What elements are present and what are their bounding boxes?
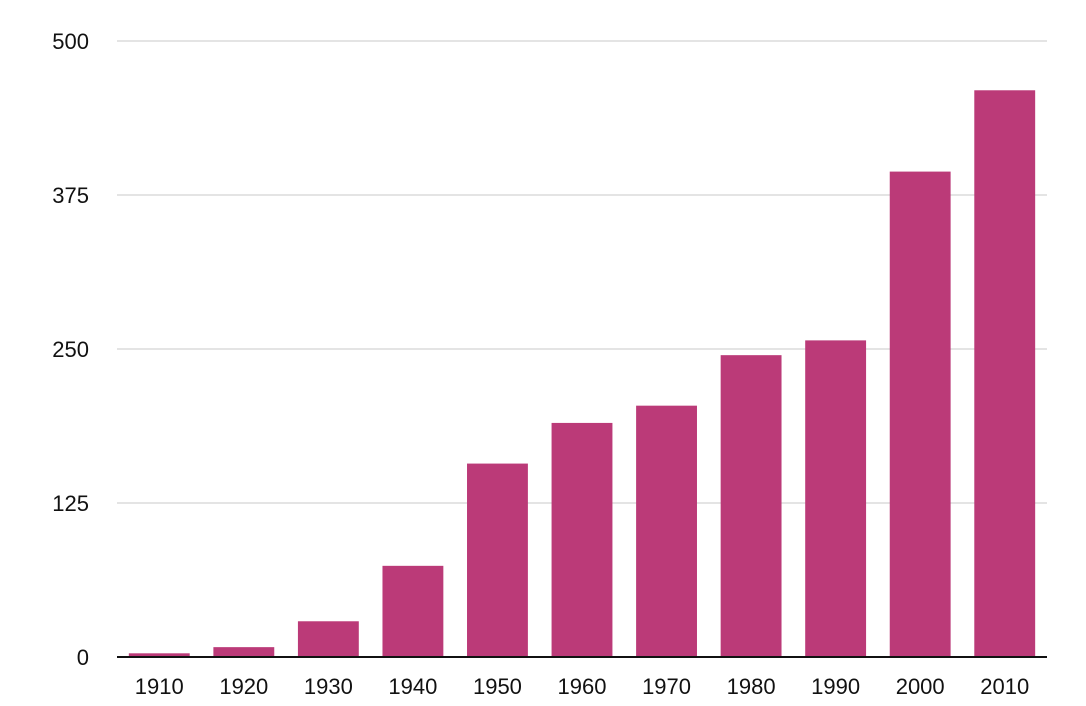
bar-1970 [636,405,697,657]
x-tick-label: 1970 [642,674,691,699]
x-tick-label: 1980 [727,674,776,699]
bar-2010 [974,90,1036,657]
bar-2000 [889,171,951,658]
bar-1920 [213,647,275,657]
x-tick-label: 1910 [135,674,184,699]
x-tick-label: 2000 [896,674,945,699]
bar-1960 [551,422,613,657]
y-tick-label: 250 [52,337,89,362]
x-tick-label: 1960 [558,674,607,699]
x-tick-label: 1940 [388,674,437,699]
tick-labels: 0 125 250 375 500 1910 1920 1930 1940 1950 1960 197… [52,29,1029,699]
bar-1910 [128,653,190,657]
bar-1950 [467,463,528,657]
y-tick-label: 500 [52,29,89,54]
x-tick-label: 1990 [811,674,860,699]
x-tick-label: 1930 [304,674,353,699]
y-tick-label: 125 [52,491,89,516]
bars [128,90,1036,658]
x-tick-label: 2010 [980,674,1029,699]
bar-1940 [382,565,444,657]
x-tick-label: 1950 [473,674,522,699]
x-tick-label: 1920 [219,674,268,699]
y-tick-label: 0 [77,645,89,670]
bar-1990 [805,340,867,657]
bar-1930 [297,621,359,657]
bar-1980 [720,355,782,657]
y-tick-label: 375 [52,183,89,208]
